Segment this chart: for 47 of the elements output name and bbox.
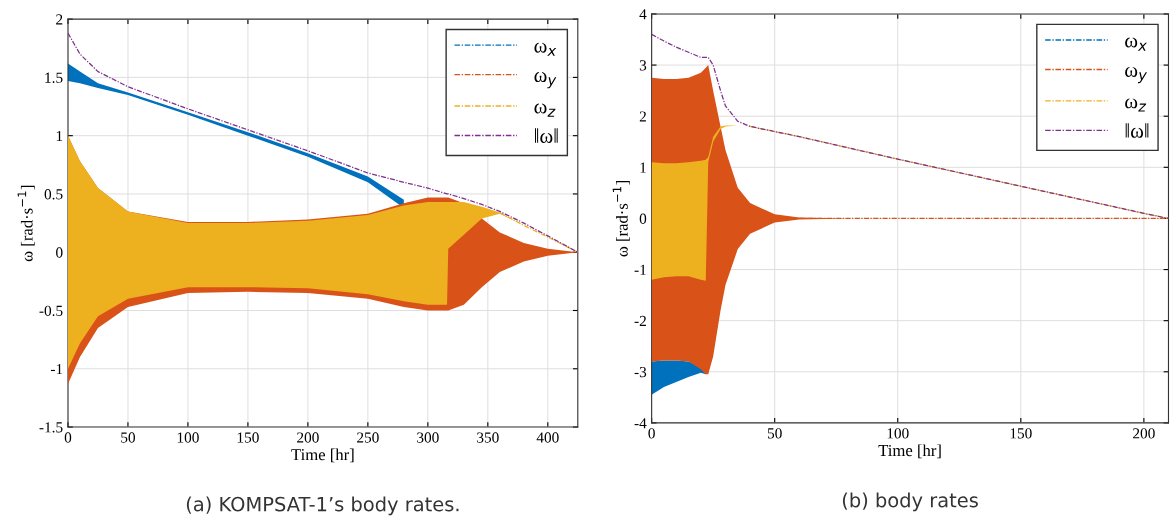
legend-label: ω$_{x}$ bbox=[1125, 37, 1147, 51]
x-tick-label: 400 bbox=[536, 432, 559, 443]
x-tick-label: 150 bbox=[237, 432, 259, 443]
y-tick-label: 1 bbox=[56, 130, 63, 141]
y-tick-label: 1 bbox=[640, 162, 646, 173]
y-tick-label: 0 bbox=[639, 213, 647, 224]
legend-label: ω$_{z}$ bbox=[1125, 98, 1147, 112]
y-tick-label: -0.5 bbox=[39, 305, 63, 317]
y-tick-label: -1 bbox=[50, 363, 63, 375]
x-tick-label: 0 bbox=[648, 428, 655, 439]
x-tick-label: 200 bbox=[297, 432, 319, 443]
x-tick-label: 200 bbox=[1133, 428, 1155, 439]
y-tick-label: -3 bbox=[634, 366, 647, 378]
legend-label: ω$_{y}$ bbox=[1125, 66, 1148, 84]
line-series bbox=[651, 33, 1169, 220]
x-tick-label: 250 bbox=[357, 432, 379, 443]
x-tick-label: 300 bbox=[417, 432, 439, 443]
legend-label: ω$_{y}$ bbox=[534, 72, 557, 89]
x-tick-label: 350 bbox=[477, 432, 499, 443]
x-tick-label: 50 bbox=[767, 428, 782, 439]
text: (b) body rates bbox=[842, 492, 978, 512]
legend-label: ω$_{z}$ bbox=[534, 103, 556, 117]
text: (a) KOMPSAT-1’s body rates. bbox=[186, 496, 459, 516]
legend-label: ‖ω‖ bbox=[535, 128, 558, 143]
y-tick-label: -1 bbox=[634, 264, 646, 275]
y-tick-label: 3 bbox=[639, 60, 647, 71]
legend-label: ω$_{x}$ bbox=[534, 42, 557, 56]
y-tick-label: 1.5 bbox=[45, 72, 63, 83]
x-tick-label: 150 bbox=[1010, 428, 1032, 439]
y-tick-label: 0 bbox=[56, 247, 63, 258]
line-series bbox=[67, 32, 578, 253]
x-tick-label: 100 bbox=[177, 432, 199, 443]
y-tick-label: -4 bbox=[634, 418, 647, 429]
y-axis-title: ω [rad·s$^{−1}$] bbox=[612, 181, 630, 257]
y-tick-label: -1.5 bbox=[39, 422, 63, 433]
y-tick-label: 2 bbox=[56, 14, 63, 25]
y-tick-label: 4 bbox=[639, 9, 647, 20]
x-tick-label: 50 bbox=[121, 432, 136, 443]
x-axis-title: Time [hr] bbox=[878, 444, 941, 459]
legend-label: ‖ω‖ bbox=[1125, 123, 1149, 138]
y-tick-label: 2 bbox=[639, 111, 646, 122]
y-axis-title: ω [rad·s$^{−1}$] bbox=[17, 185, 35, 262]
x-axis-title: Time [hr] bbox=[291, 448, 354, 463]
x-tick-label: 0 bbox=[64, 432, 72, 443]
y-tick-label: -2 bbox=[634, 315, 646, 326]
x-tick-label: 100 bbox=[887, 428, 909, 439]
y-tick-label: 0.5 bbox=[44, 189, 63, 200]
